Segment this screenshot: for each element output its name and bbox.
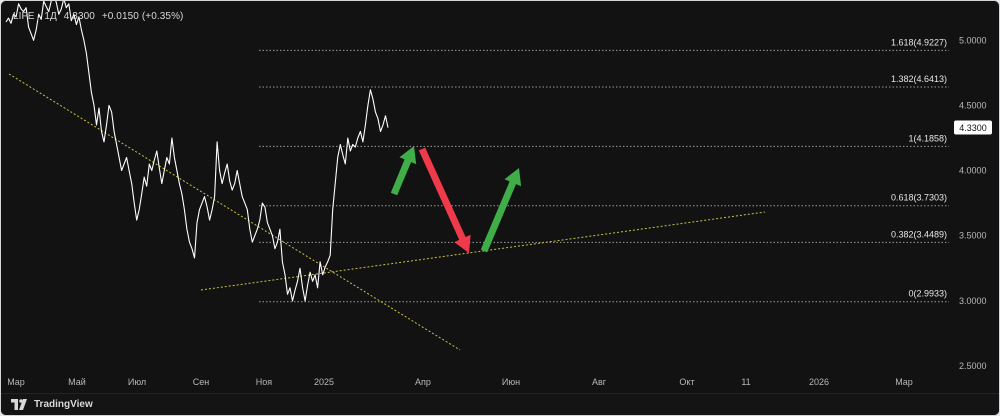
x-axis-tick-label: 2026 xyxy=(809,377,829,387)
last-price: 4.3300 xyxy=(63,11,95,22)
fib-level-label: 0.618(3.7303) xyxy=(891,193,947,203)
x-axis-tick-label: Мар xyxy=(895,377,913,387)
last-price-tag xyxy=(954,120,992,135)
x-axis-tick-label: Мар xyxy=(7,377,25,387)
trendline-ascending xyxy=(200,211,766,291)
x-axis-tick-label: 11 xyxy=(741,377,750,387)
x-axis-tick-label: Июл xyxy=(128,377,146,387)
fib-level-label: 0(2.9933) xyxy=(908,289,947,299)
forecast-arrow-up xyxy=(480,168,522,253)
x-axis-tick-label: Авг xyxy=(592,377,607,387)
x-axis-tick-label: 2025 xyxy=(314,377,334,387)
x-axis-tick-label: Июн xyxy=(502,377,520,387)
trendline-descending xyxy=(8,73,461,351)
last-price-tag-label: 4.3300 xyxy=(959,123,987,133)
y-axis-tick-label: 3.5000 xyxy=(959,231,987,241)
price-series-line xyxy=(5,1,389,302)
price-change: +0.0150 (+0.35%) xyxy=(101,11,184,22)
x-axis-tick-label: Окт xyxy=(679,377,694,387)
symbol-legend[interactable]: LIFE, 1Д 4.3300 +0.0150 (+0.35%) xyxy=(13,11,184,22)
fib-level-label: 1.618(4.9227) xyxy=(891,37,947,47)
forecast-arrow-up xyxy=(390,146,417,196)
fib-level-label: 0.382(3.4489) xyxy=(891,229,947,239)
x-axis-tick-label: Сен xyxy=(193,377,210,387)
y-axis-tick-label: 5.0000 xyxy=(959,35,987,45)
y-axis-tick-label: 3.0000 xyxy=(959,296,987,306)
legend-separator: , xyxy=(36,11,40,22)
y-axis-tick-label: 4.0000 xyxy=(959,166,987,176)
y-axis-tick-label: 4.5000 xyxy=(959,100,987,110)
x-axis-tick-label: Май xyxy=(68,377,86,387)
symbol-name: LIFE xyxy=(13,11,35,22)
forecast-arrow-down xyxy=(418,147,471,253)
fib-level-label: 1.382(4.6413) xyxy=(891,74,947,84)
tradingview-logo-icon xyxy=(11,399,27,410)
fib-level-label: 1(4.1858) xyxy=(908,133,947,143)
tradingview-logo[interactable]: TradingView xyxy=(11,399,93,410)
price-chart[interactable]: 0(2.9933) 0.382(3.4489) 0.618(3.7303) 1(4.1… xyxy=(1,1,999,393)
timeframe-label: 1Д xyxy=(44,11,57,22)
x-axis-tick-label: Апр xyxy=(415,377,431,387)
brand-name: TradingView xyxy=(34,399,93,410)
chart-footer: TradingView xyxy=(1,393,999,415)
y-axis-tick-label: 2.5000 xyxy=(959,361,987,371)
x-axis-tick-label: Ноя xyxy=(256,377,273,387)
